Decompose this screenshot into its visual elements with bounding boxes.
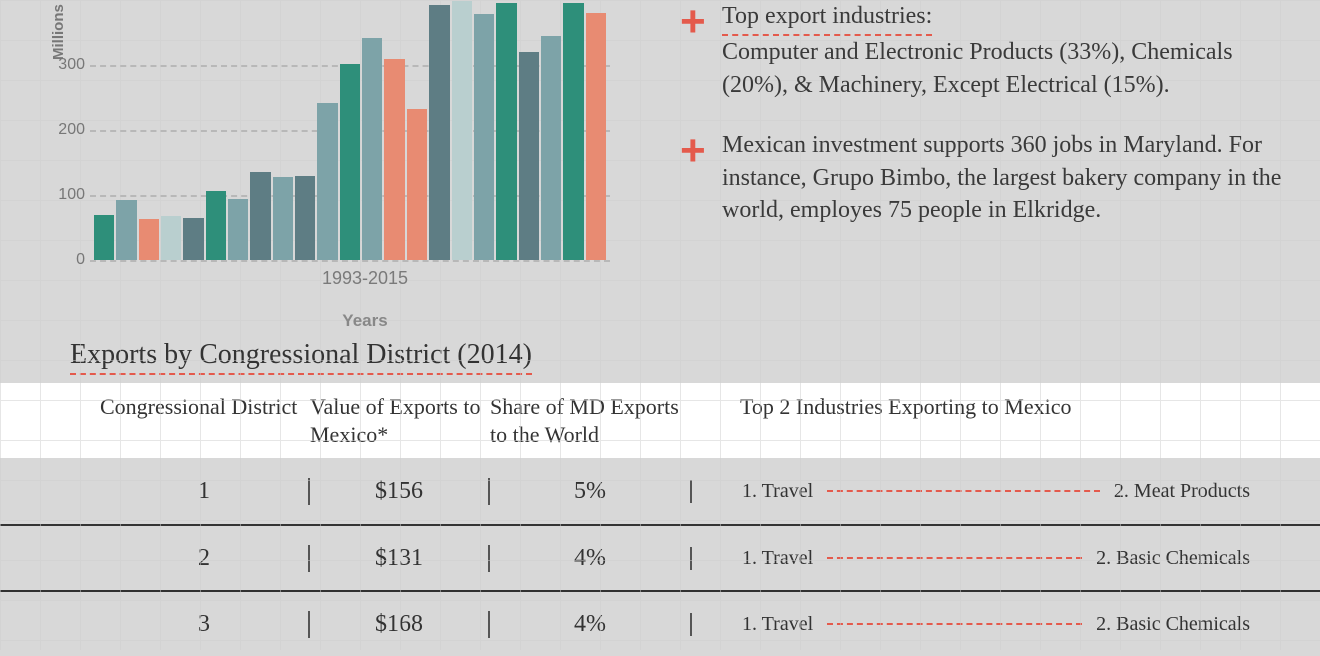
plus-icon: + (680, 129, 722, 226)
cell-district: 1 (100, 478, 310, 505)
bar (474, 14, 494, 260)
dash-connector (827, 623, 1082, 625)
bar (541, 36, 561, 260)
fact-body: Computer and Electronic Products (33%), … (722, 39, 1233, 97)
cell-industries: 1. Travel 2. Basic Chemicals (690, 613, 1250, 636)
bar (183, 218, 203, 260)
industry-2: 2. Basic Chemicals (1096, 547, 1250, 570)
table-header: Congressional District Value of Exports … (0, 383, 1320, 458)
chart-plot-area: 0100200300 (90, 0, 610, 260)
industry-1: 1. Travel (742, 547, 813, 570)
table-row: 3$1684% 1. Travel 2. Basic Chemicals (0, 590, 1320, 656)
col-header-value: Value of Exports to Mexico* (310, 393, 490, 448)
bars-container (90, 0, 610, 260)
industry-1: 1. Travel (742, 480, 813, 503)
bar (317, 103, 337, 260)
col-header-industries: Top 2 Industries Exporting to Mexico (690, 393, 1250, 448)
dash-connector (827, 490, 1100, 492)
bar (139, 219, 159, 260)
fact-item: + Mexican investment supports 360 jobs i… (680, 129, 1290, 226)
x-axis-title: Years (90, 311, 640, 331)
fact-heading: Top export industries: (722, 0, 932, 36)
cell-district: 3 (100, 611, 310, 638)
bar (273, 177, 293, 260)
industry-2: 2. Basic Chemicals (1096, 613, 1250, 636)
bar (563, 3, 583, 260)
bar (384, 59, 404, 261)
col-header-district: Congressional District (100, 393, 310, 448)
cell-value: $131 (310, 545, 490, 572)
bar (94, 215, 114, 261)
y-tick-label: 200 (40, 121, 85, 139)
x-axis-range-label: 1993-2015 (90, 268, 640, 289)
facts-list: + Top export industries: Computer and El… (640, 0, 1290, 331)
dash-connector (827, 557, 1082, 559)
bar (295, 176, 315, 261)
col-header-share: Share of MD Exports to the World (490, 393, 690, 448)
cell-industries: 1. Travel 2. Meat Products (690, 480, 1250, 503)
y-tick-label: 300 (40, 56, 85, 74)
bar (496, 3, 516, 260)
exports-table: Congressional District Value of Exports … (0, 383, 1320, 656)
bar (429, 5, 449, 260)
plus-icon: + (680, 0, 722, 101)
bar (161, 216, 181, 260)
bar (407, 109, 427, 260)
industry-1: 1. Travel (742, 613, 813, 636)
bar (340, 64, 360, 260)
bar (116, 200, 136, 260)
cell-share: 4% (490, 611, 690, 638)
bar (452, 1, 472, 260)
cell-share: 4% (490, 545, 690, 572)
cell-industries: 1. Travel 2. Basic Chemicals (690, 547, 1250, 570)
bar (206, 191, 226, 260)
bar (519, 52, 539, 260)
bar (250, 172, 270, 260)
cell-share: 5% (490, 478, 690, 505)
bar (586, 13, 606, 260)
section-title: Exports by Congressional District (2014) (70, 339, 1320, 375)
fact-body: Mexican investment supports 360 jobs in … (722, 132, 1281, 223)
bar (228, 199, 248, 260)
y-tick-label: 0 (40, 251, 85, 269)
cell-district: 2 (100, 545, 310, 572)
bar (362, 38, 382, 260)
y-axis-label: Millions of USD (50, 0, 67, 60)
cell-value: $168 (310, 611, 490, 638)
gridline (90, 260, 610, 262)
cell-value: $156 (310, 478, 490, 505)
industry-2: 2. Meat Products (1114, 480, 1250, 503)
exports-bar-chart: Millions of USD 0100200300 1993-2015 Yea… (60, 0, 640, 331)
table-row: 1$1565% 1. Travel 2. Meat Products (0, 458, 1320, 524)
section-title-text: Exports by Congressional District (2014) (70, 339, 532, 375)
y-tick-label: 100 (40, 186, 85, 204)
table-row: 2$1314% 1. Travel 2. Basic Chemicals (0, 524, 1320, 590)
fact-item: + Top export industries: Computer and El… (680, 0, 1290, 101)
